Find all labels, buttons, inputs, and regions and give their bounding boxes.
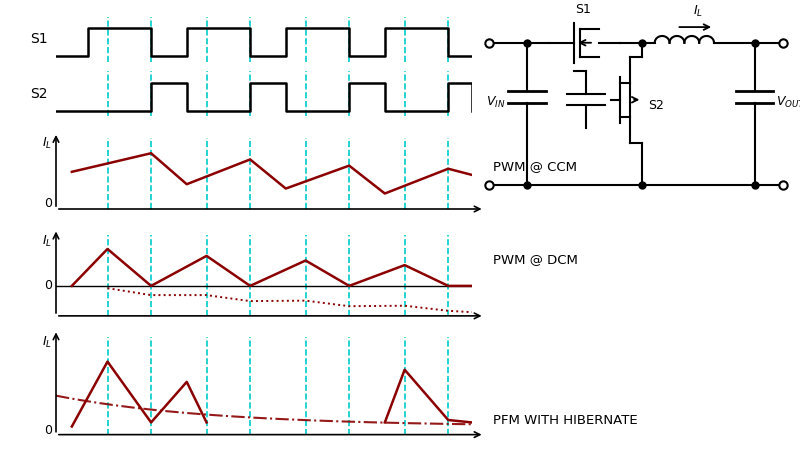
Text: S2: S2: [30, 87, 48, 101]
Text: $I_L$: $I_L$: [42, 234, 52, 248]
Text: 0: 0: [44, 424, 52, 437]
Text: S1: S1: [575, 3, 591, 16]
Text: $I_L$: $I_L$: [42, 136, 52, 152]
Text: S2: S2: [649, 99, 664, 112]
Text: $V_{OUT}$: $V_{OUT}$: [777, 95, 800, 110]
Text: PWM @ DCM: PWM @ DCM: [493, 253, 578, 266]
Text: PWM @ CCM: PWM @ CCM: [493, 160, 577, 173]
Text: $I_L$: $I_L$: [42, 335, 52, 351]
Text: 0: 0: [44, 279, 52, 293]
Text: 0: 0: [44, 198, 52, 210]
Text: $I_L$: $I_L$: [694, 3, 703, 19]
Text: $V_{IN}$: $V_{IN}$: [486, 95, 506, 110]
Text: S1: S1: [30, 32, 48, 46]
Text: PFM WITH HIBERNATE: PFM WITH HIBERNATE: [493, 414, 638, 427]
